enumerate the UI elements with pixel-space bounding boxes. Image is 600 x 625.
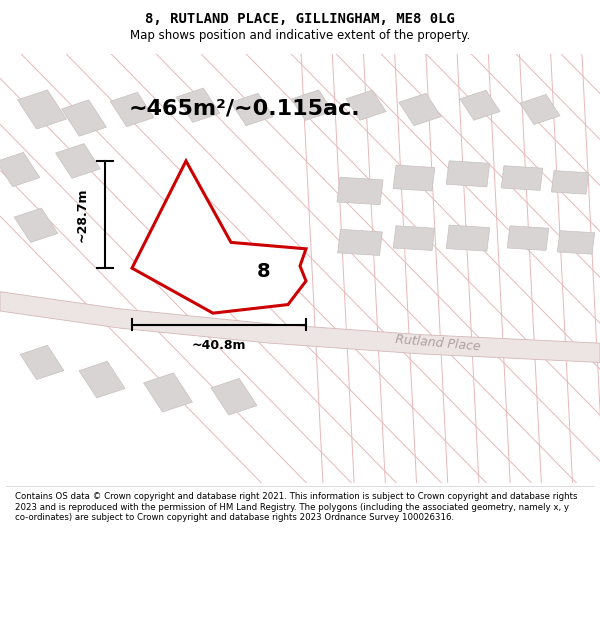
- Polygon shape: [393, 165, 435, 191]
- Polygon shape: [460, 90, 500, 120]
- Polygon shape: [62, 100, 106, 136]
- Polygon shape: [132, 161, 306, 313]
- Polygon shape: [337, 177, 383, 204]
- Polygon shape: [399, 93, 441, 126]
- Polygon shape: [292, 90, 332, 121]
- Polygon shape: [20, 345, 64, 379]
- Polygon shape: [143, 373, 193, 412]
- Polygon shape: [17, 90, 67, 129]
- Text: Contains OS data © Crown copyright and database right 2021. This information is : Contains OS data © Crown copyright and d…: [15, 492, 577, 522]
- Polygon shape: [338, 229, 382, 256]
- Polygon shape: [520, 94, 560, 124]
- Polygon shape: [0, 152, 40, 187]
- Polygon shape: [393, 226, 435, 251]
- Polygon shape: [507, 226, 549, 251]
- Text: Map shows position and indicative extent of the property.: Map shows position and indicative extent…: [130, 29, 470, 42]
- Polygon shape: [110, 92, 154, 127]
- Polygon shape: [176, 88, 220, 122]
- Polygon shape: [14, 208, 58, 242]
- Polygon shape: [446, 161, 490, 187]
- Polygon shape: [231, 93, 273, 126]
- Polygon shape: [551, 171, 589, 194]
- Polygon shape: [79, 361, 125, 398]
- Text: ~465m²/~0.115ac.: ~465m²/~0.115ac.: [129, 99, 361, 119]
- Polygon shape: [0, 292, 600, 362]
- Text: 8, RUTLAND PLACE, GILLINGHAM, ME8 0LG: 8, RUTLAND PLACE, GILLINGHAM, ME8 0LG: [145, 12, 455, 26]
- Polygon shape: [346, 90, 386, 120]
- Polygon shape: [211, 379, 257, 415]
- Polygon shape: [56, 144, 100, 178]
- Text: ~40.8m: ~40.8m: [192, 339, 246, 352]
- Polygon shape: [501, 166, 543, 191]
- Text: 8: 8: [257, 262, 271, 281]
- Text: ~28.7m: ~28.7m: [76, 188, 89, 242]
- Polygon shape: [446, 225, 490, 251]
- Text: Rutland Place: Rutland Place: [395, 333, 481, 353]
- Polygon shape: [557, 231, 595, 254]
